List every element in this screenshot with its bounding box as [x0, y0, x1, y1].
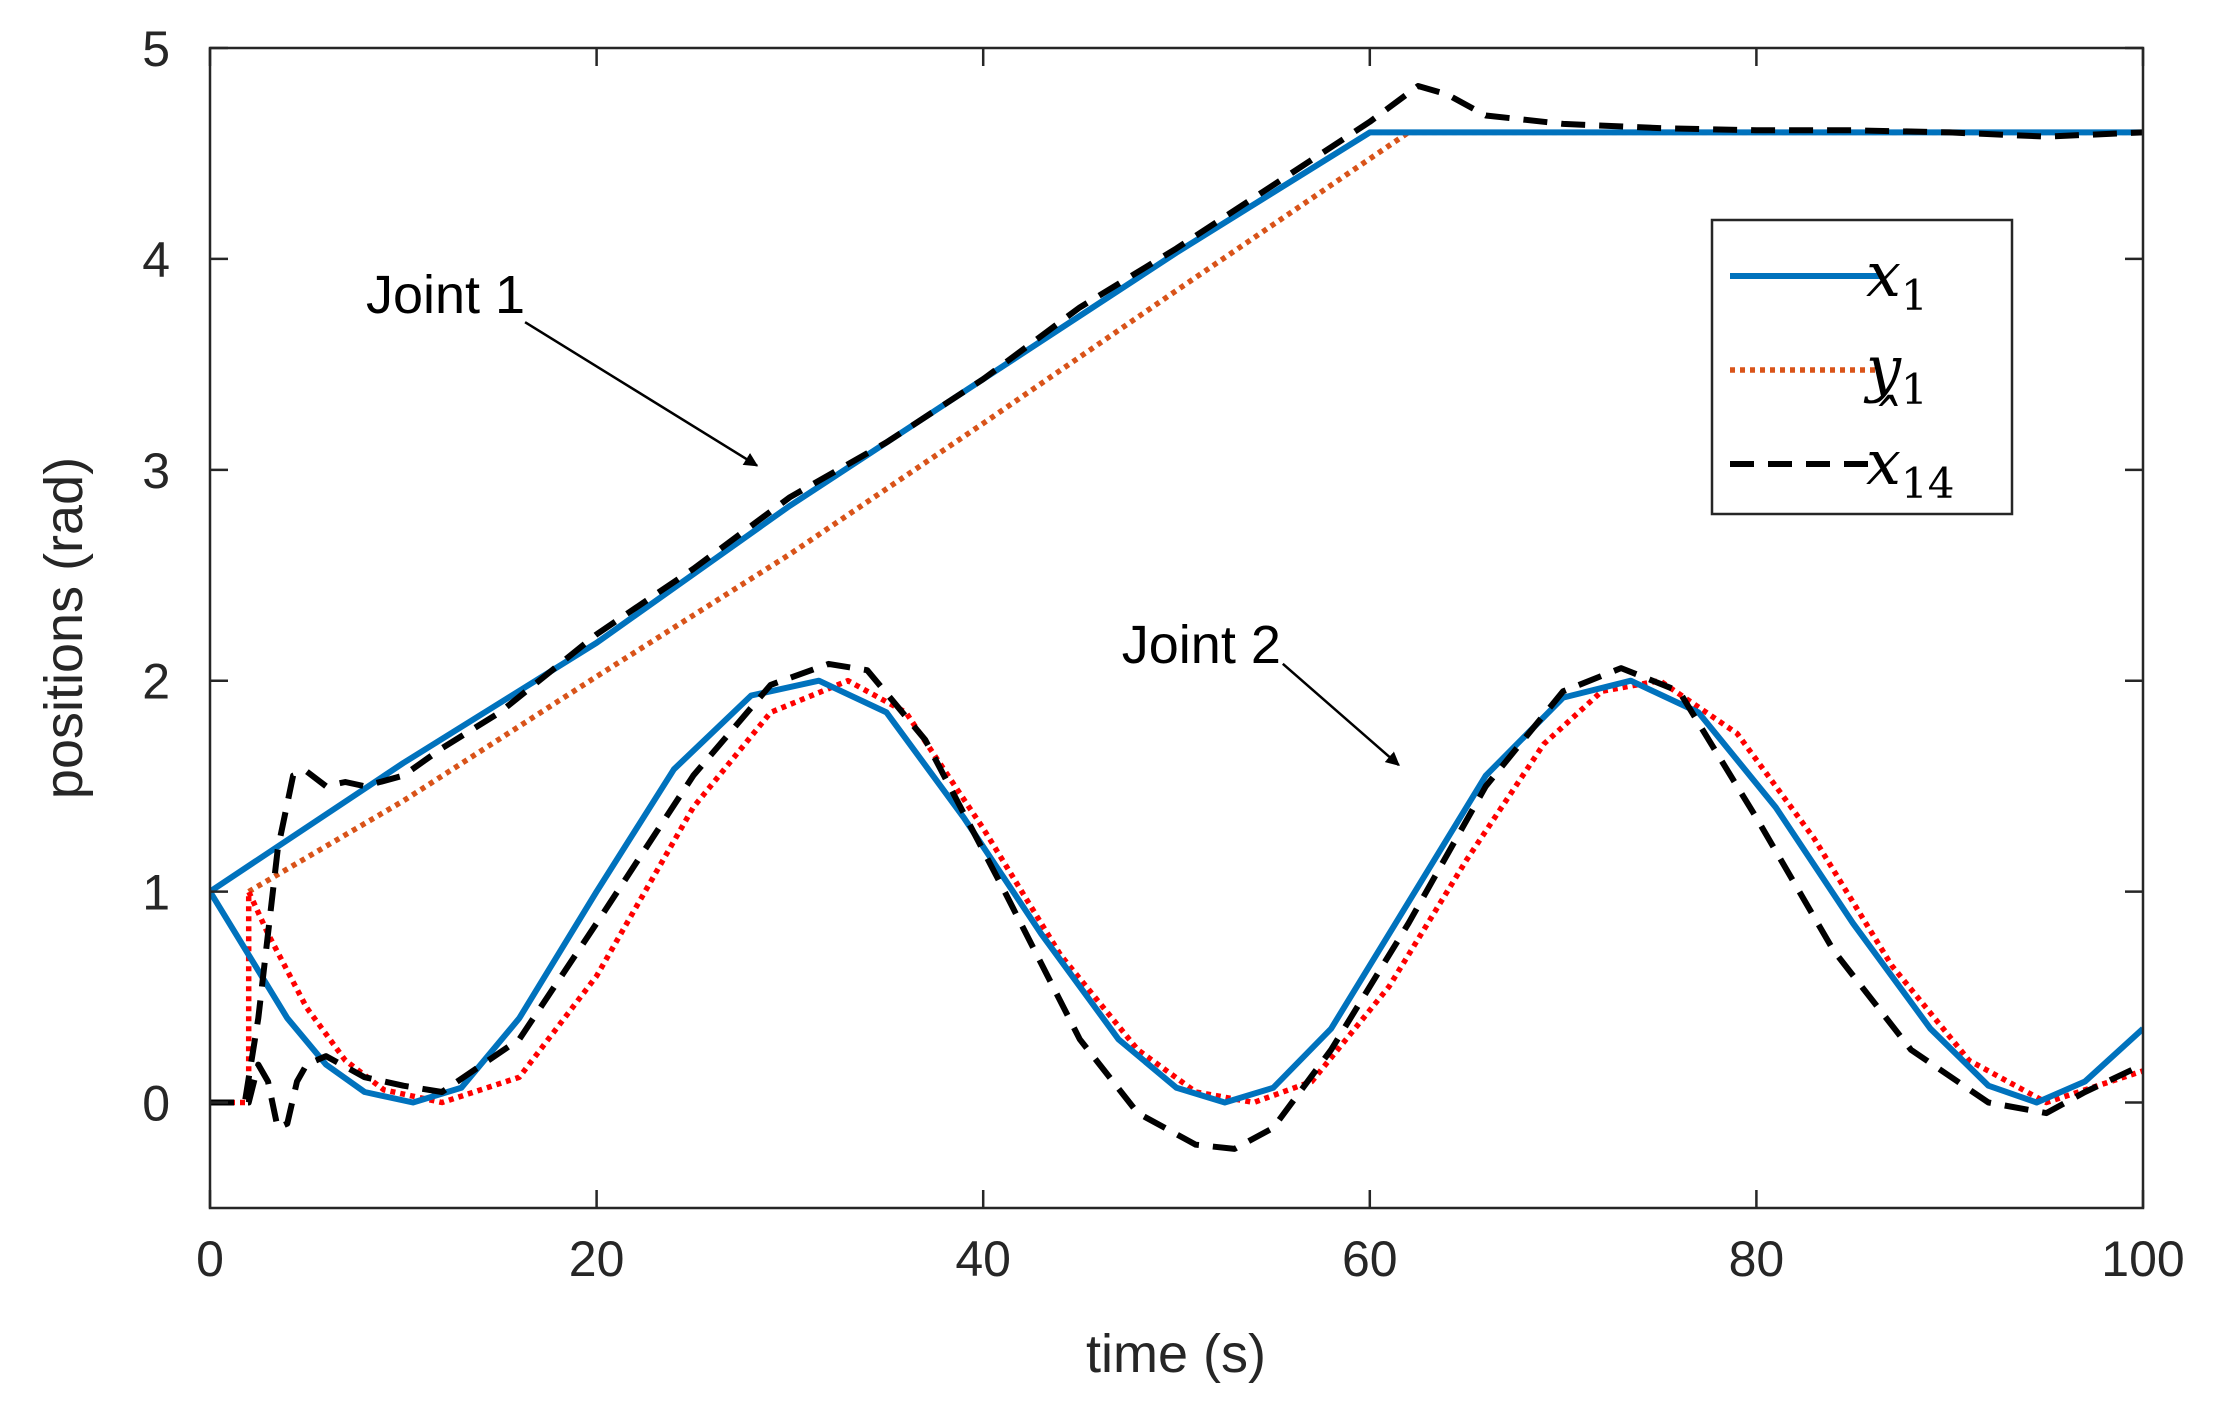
- x-tick-label-3: 60: [1342, 1231, 1398, 1287]
- series-line-3: [210, 677, 2143, 1106]
- series-line-2: [210, 83, 2143, 1106]
- x-tick-label-1: 20: [569, 1231, 625, 1287]
- annotation-layer: Joint 1 Joint 2: [366, 265, 1400, 767]
- y-axis-title: positions (rad): [34, 457, 94, 799]
- legend-label-base-0: x: [1866, 238, 1901, 311]
- legend-label-0: x1: [1866, 238, 1928, 320]
- series-line-0: [210, 129, 2143, 895]
- ticks-layer: 0 20 40 60 80 100 0 1 2 3 4 5: [142, 21, 2185, 1287]
- legend-label-sub-0: 1: [1901, 271, 1928, 320]
- axes-box: [208, 46, 2145, 1210]
- x-tick-label-0: 0: [196, 1231, 224, 1287]
- legend-box: [1710, 218, 2014, 516]
- series-line-5: [210, 660, 2143, 1152]
- legend-label-1: y1: [1863, 332, 1928, 414]
- legend-label-base-1: y: [1863, 332, 1902, 405]
- x-tick-label-5: 100: [2101, 1231, 2184, 1287]
- legend-label-2: x14: [1866, 426, 1954, 508]
- y-tick-label-2: 2: [142, 654, 170, 710]
- series-layer: [210, 83, 2143, 1152]
- annotation-arrow-1: [1281, 662, 1400, 767]
- annotation-label-0: Joint 1: [366, 265, 525, 325]
- y-tick-label-5: 5: [142, 21, 170, 77]
- y-tick-label-3: 3: [142, 443, 170, 499]
- legend-hat-2: ˆ: [1868, 386, 1899, 459]
- legend-label-sub-2: 14: [1901, 459, 1954, 508]
- y-tick-label-4: 4: [142, 232, 170, 288]
- y-tick-label-0: 0: [142, 1076, 170, 1132]
- legend-label-sub-1: 1: [1901, 365, 1928, 414]
- legend-label-base-2: x: [1866, 426, 1901, 499]
- x-axis-title: time (s): [1086, 1324, 1266, 1384]
- y-tick-label-1: 1: [142, 865, 170, 921]
- annotation-arrow-0: [524, 321, 759, 467]
- annotation-label-1: Joint 2: [1122, 615, 1281, 675]
- series-line-1: [247, 129, 2143, 894]
- x-tick-label-2: 40: [955, 1231, 1011, 1287]
- series-line-4: [210, 677, 2143, 1106]
- x-tick-label-4: 80: [1729, 1231, 1785, 1287]
